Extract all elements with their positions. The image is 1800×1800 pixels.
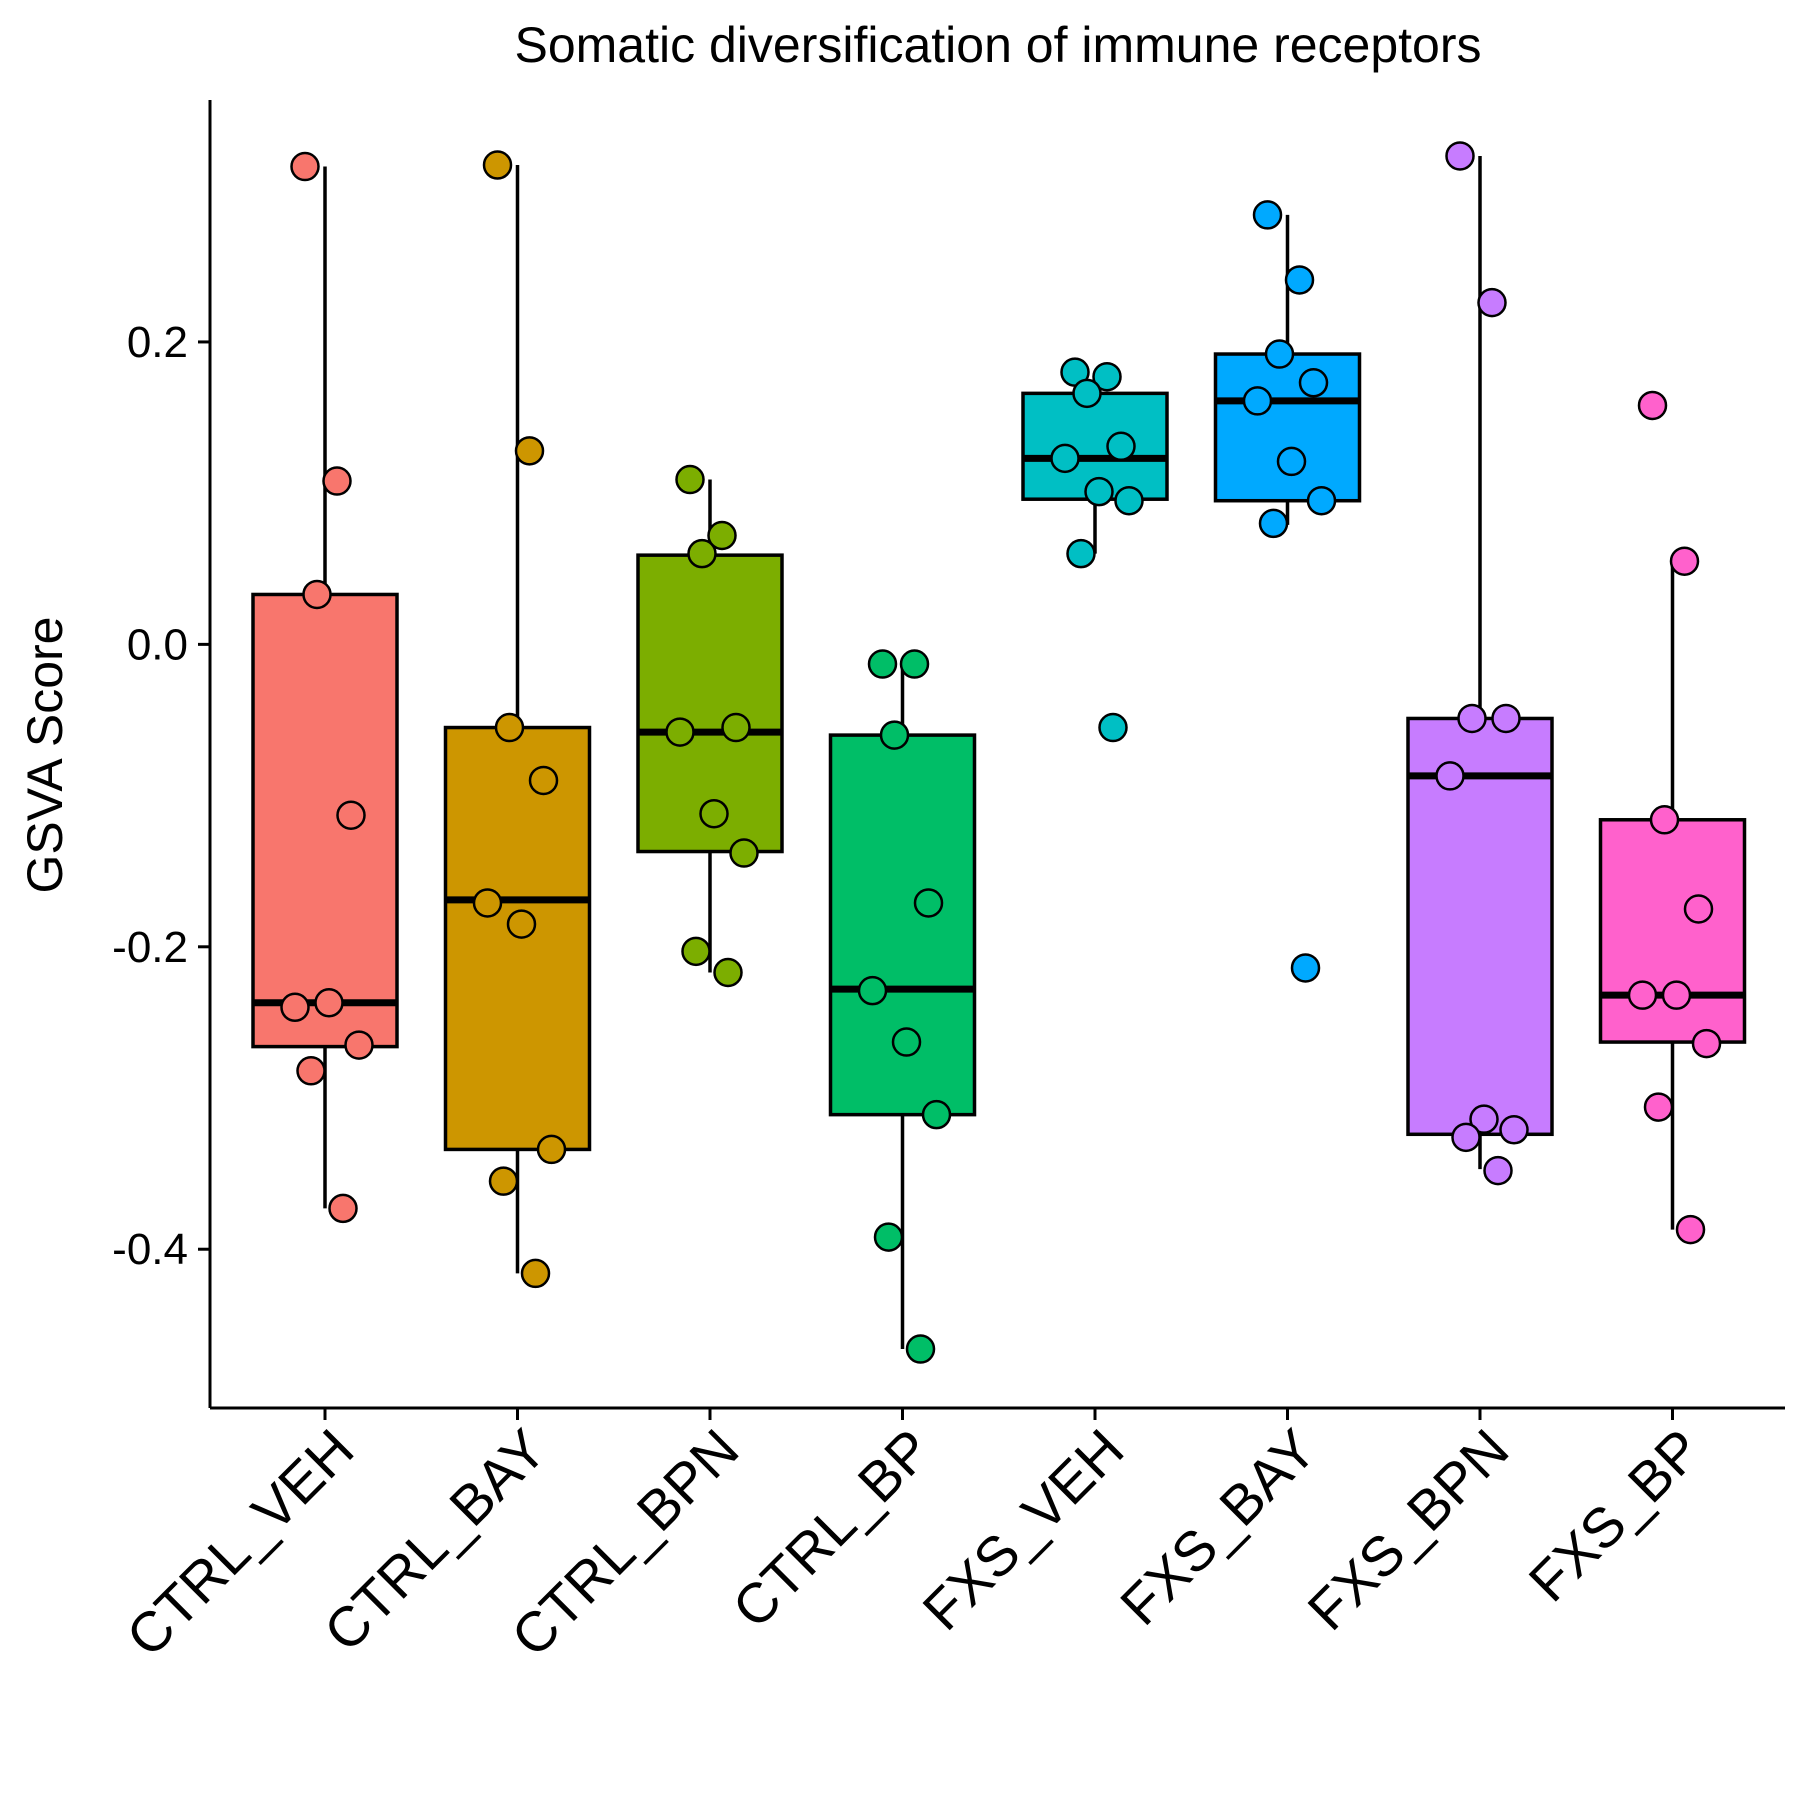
- point-ctrl-bp: [879, 720, 910, 750]
- point-ctrl-bay: [520, 1258, 551, 1289]
- point-ctrl-bay: [506, 909, 537, 939]
- point-ctrl-bpn: [721, 712, 751, 743]
- plot-area: [251, 141, 1747, 1364]
- x-tick-label: CTRL_BP: [720, 1417, 943, 1640]
- box-ctrl-bp: [828, 733, 977, 1117]
- point-ctrl-veh: [336, 800, 366, 830]
- y-axis-label: GSVA Score: [17, 617, 73, 894]
- point-ctrl-bpn: [681, 936, 711, 967]
- point-fxs-bp: [1649, 805, 1680, 835]
- x-tick-label: FXS_VEH: [910, 1417, 1135, 1642]
- point-fxs-bpn: [1435, 761, 1465, 791]
- x-tick-label: FXS_BPN: [1295, 1417, 1520, 1642]
- point-ctrl-bpn: [713, 957, 743, 988]
- point-fxs-bp: [1637, 390, 1668, 421]
- point-fxs-bp: [1627, 980, 1658, 1010]
- point-ctrl-bp: [899, 649, 930, 679]
- point-fxs-bpn: [1445, 141, 1475, 171]
- point-fxs-bpn: [1469, 1104, 1499, 1134]
- point-fxs-bpn: [1451, 1122, 1481, 1153]
- point-ctrl-bpn: [729, 838, 759, 868]
- point-ctrl-veh: [296, 1056, 326, 1086]
- point-ctrl-bp: [905, 1334, 936, 1364]
- point-fxs-bp: [1675, 1214, 1706, 1245]
- point-fxs-bay: [1242, 386, 1273, 416]
- point-ctrl-veh: [290, 151, 320, 182]
- point-ctrl-bpn: [687, 538, 717, 569]
- point-ctrl-veh: [328, 1193, 358, 1224]
- point-ctrl-bpn: [707, 520, 737, 551]
- point-fxs-bp: [1691, 1028, 1722, 1059]
- point-ctrl-bay: [514, 436, 545, 466]
- point-fxs-bpn: [1499, 1115, 1529, 1145]
- point-ctrl-veh: [344, 1030, 374, 1060]
- point-fxs-bay: [1276, 446, 1307, 477]
- point-fxs-bpn: [1457, 703, 1487, 734]
- point-fxs-bay: [1290, 953, 1321, 983]
- point-ctrl-bay: [528, 765, 559, 796]
- point-fxs-bp: [1661, 980, 1692, 1010]
- point-fxs-bay: [1258, 508, 1289, 539]
- point-ctrl-veh: [314, 987, 344, 1018]
- point-ctrl-bp: [891, 1027, 922, 1057]
- y-tick-label: 0.0: [127, 620, 188, 669]
- box-ctrl-bay: [443, 725, 592, 1152]
- point-fxs-veh: [1098, 712, 1128, 743]
- point-fxs-veh: [1050, 443, 1080, 474]
- point-fxs-veh: [1114, 485, 1144, 516]
- point-fxs-bay: [1298, 368, 1329, 398]
- point-ctrl-bay: [494, 712, 525, 743]
- point-fxs-veh: [1084, 476, 1114, 507]
- point-ctrl-bpn: [675, 464, 705, 495]
- point-ctrl-bay: [472, 888, 503, 918]
- point-fxs-bp: [1683, 894, 1714, 924]
- point-ctrl-veh: [322, 466, 352, 496]
- y-tick-label: -0.4: [112, 1225, 188, 1274]
- point-fxs-bay: [1284, 265, 1315, 295]
- point-ctrl-bp: [921, 1099, 952, 1130]
- point-fxs-veh: [1066, 538, 1096, 569]
- box-ctrl-veh: [251, 592, 399, 1049]
- point-ctrl-bp: [913, 888, 944, 918]
- point-ctrl-bay: [536, 1134, 567, 1165]
- point-fxs-bp: [1669, 546, 1700, 576]
- box-fxs-bay: [1213, 352, 1362, 503]
- point-fxs-bay: [1264, 339, 1295, 369]
- point-ctrl-bay: [482, 150, 513, 180]
- point-fxs-veh: [1072, 378, 1102, 409]
- point-ctrl-bpn: [665, 717, 695, 747]
- point-fxs-bay: [1252, 200, 1283, 230]
- point-fxs-bpn: [1477, 287, 1507, 318]
- x-tick-label: FXS_BP: [1517, 1417, 1713, 1613]
- point-fxs-bpn: [1491, 703, 1521, 734]
- point-fxs-veh: [1092, 361, 1122, 392]
- y-tick-label: -0.2: [112, 923, 188, 972]
- box-fxs-bpn: [1406, 716, 1554, 1137]
- chart-title: Somatic diversification of immune recept…: [514, 17, 1481, 73]
- point-fxs-veh: [1106, 431, 1136, 462]
- point-fxs-bay: [1306, 485, 1337, 516]
- point-ctrl-bp: [867, 649, 898, 679]
- point-ctrl-bp: [873, 1222, 904, 1252]
- point-fxs-bpn: [1483, 1155, 1513, 1186]
- point-ctrl-veh: [302, 579, 332, 610]
- x-tick-label: FXS_BAY: [1108, 1417, 1328, 1637]
- y-tick-label: 0.2: [127, 318, 188, 367]
- point-fxs-bp: [1643, 1092, 1674, 1122]
- point-ctrl-bp: [857, 975, 888, 1006]
- point-ctrl-bay: [488, 1166, 519, 1196]
- point-ctrl-bpn: [699, 798, 729, 829]
- point-ctrl-veh: [280, 992, 310, 1023]
